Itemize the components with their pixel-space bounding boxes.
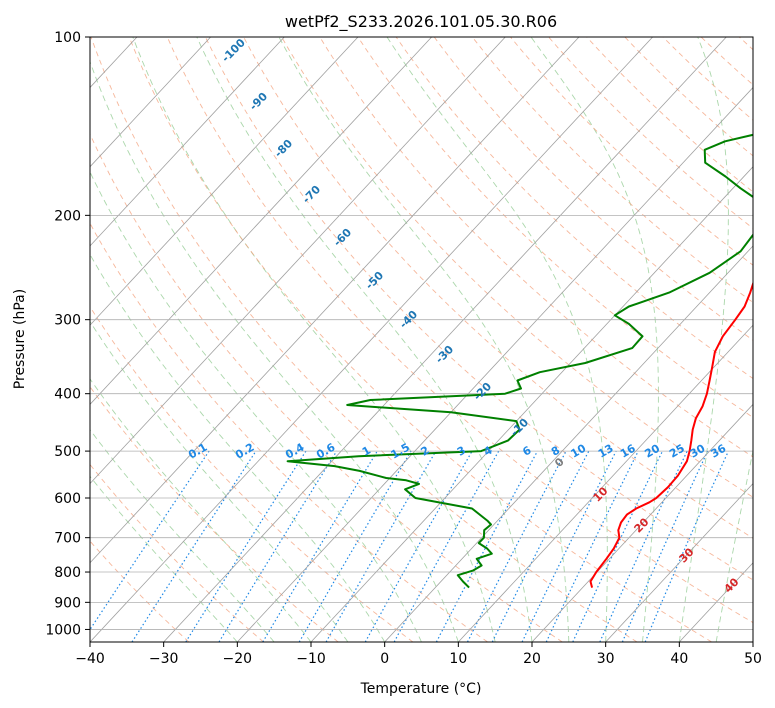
y-tick-label: 100 (54, 30, 81, 46)
dry-adiabat-line (90, 133, 563, 642)
dry-adiabat-line (357, 37, 753, 418)
plot-area: -100-90-80-70-60-50-40-30-20-10010203040… (90, 37, 753, 642)
pressure-gridlines (90, 37, 753, 630)
moist-adiabat-line (530, 37, 659, 642)
mixing-ratio-line (393, 450, 500, 642)
mixing-ratio-line (185, 450, 307, 642)
y-tick-label: 400 (54, 387, 81, 403)
y-tick-label: 800 (54, 565, 81, 581)
moist-adiabat-line (90, 170, 422, 642)
y-tick-label: 200 (54, 208, 81, 224)
isotherm-line (90, 37, 432, 405)
isotherm-line (458, 324, 753, 642)
moist-adiabat-line (196, 37, 533, 642)
moist-adiabats (90, 37, 753, 642)
temperature-profile-line (589, 280, 753, 588)
moist-adiabat-line (90, 253, 386, 642)
isotherm-line (90, 37, 359, 326)
x-tick-label: 20 (523, 651, 541, 667)
y-tick-label: 900 (54, 595, 81, 611)
dry-adiabat-line (90, 222, 488, 642)
y-tick-label: 500 (54, 444, 81, 460)
plot-frame (89, 36, 754, 643)
dry-adiabat-line (90, 463, 264, 642)
dewpoint-profile-line (286, 133, 753, 589)
x-tick-label: 50 (744, 651, 762, 667)
mixing-ratio-line (90, 450, 210, 631)
moist-adiabat-line (386, 37, 608, 642)
isotherm-line (163, 37, 727, 642)
isotherm-line (90, 37, 506, 485)
dry-adiabat-line (204, 37, 753, 581)
isotherm-line (237, 86, 753, 642)
x-tick-label: 30 (597, 651, 615, 667)
mixing-ratio-line (435, 450, 539, 642)
mixing-ratio-line (364, 450, 473, 642)
sounding-series (286, 133, 753, 589)
y-axis-label: Pressure (hPa) (12, 289, 28, 389)
mixing-ratio-line (218, 450, 338, 642)
mixing-ratio-line (491, 450, 590, 642)
isotherm-line (531, 403, 753, 642)
moist-adiabat-line (715, 448, 753, 642)
x-tick-label: 40 (670, 651, 688, 667)
dry-adiabat-line (243, 37, 753, 539)
moist-adiabat-line (90, 60, 459, 642)
y-axis-ticks: 1000 900 800 700 600 500 400 300 200 100 (45, 30, 90, 638)
isotherm-line (90, 37, 580, 564)
y-tick-label: 600 (54, 491, 81, 507)
mixing-ratio-line (621, 450, 709, 642)
y-tick-label: 300 (54, 313, 81, 329)
y-tick-label: 1000 (45, 622, 81, 638)
dry-adiabat-line (90, 305, 414, 642)
mixing-ratio-line (131, 450, 257, 642)
moist-adiabat-line (678, 37, 729, 642)
isotherm-line (310, 166, 753, 642)
x-tick-label: 10 (449, 651, 467, 667)
moist-adiabat-line (278, 37, 570, 642)
dry-adiabat-line (433, 37, 753, 341)
dry-adiabat-line (471, 37, 753, 303)
isotherm-line (90, 37, 285, 247)
mixing-ratio-lines (90, 450, 729, 642)
isotherm-line (605, 482, 753, 642)
isotherm-line (384, 245, 753, 642)
dry-adiabat-line (319, 37, 753, 458)
isotherm-line (90, 37, 211, 168)
isotherm-line (90, 37, 653, 642)
chart-title: wetPf2_S233.2026.101.05.30.R06 (285, 12, 557, 32)
isotherms (90, 37, 753, 642)
x-tick-label: 0 (380, 651, 389, 667)
moist-adiabat-line (132, 37, 496, 642)
x-tick-label: −40 (75, 651, 105, 667)
x-tick-label: −20 (223, 651, 253, 667)
dry-adiabat-line (281, 37, 753, 498)
y-tick-label: 700 (54, 531, 81, 547)
moist-adiabat-line (90, 320, 349, 642)
dry-adiabat-line (166, 37, 753, 624)
x-axis-label: Temperature (°C) (360, 681, 482, 697)
x-axis-ticks: −40 −30 −20 −10 0 10 20 30 40 50 (75, 642, 762, 667)
x-tick-label: −10 (296, 651, 326, 667)
mixing-ratio-line (521, 450, 617, 642)
dry-adiabats (90, 37, 753, 642)
x-tick-label: −30 (149, 651, 179, 667)
